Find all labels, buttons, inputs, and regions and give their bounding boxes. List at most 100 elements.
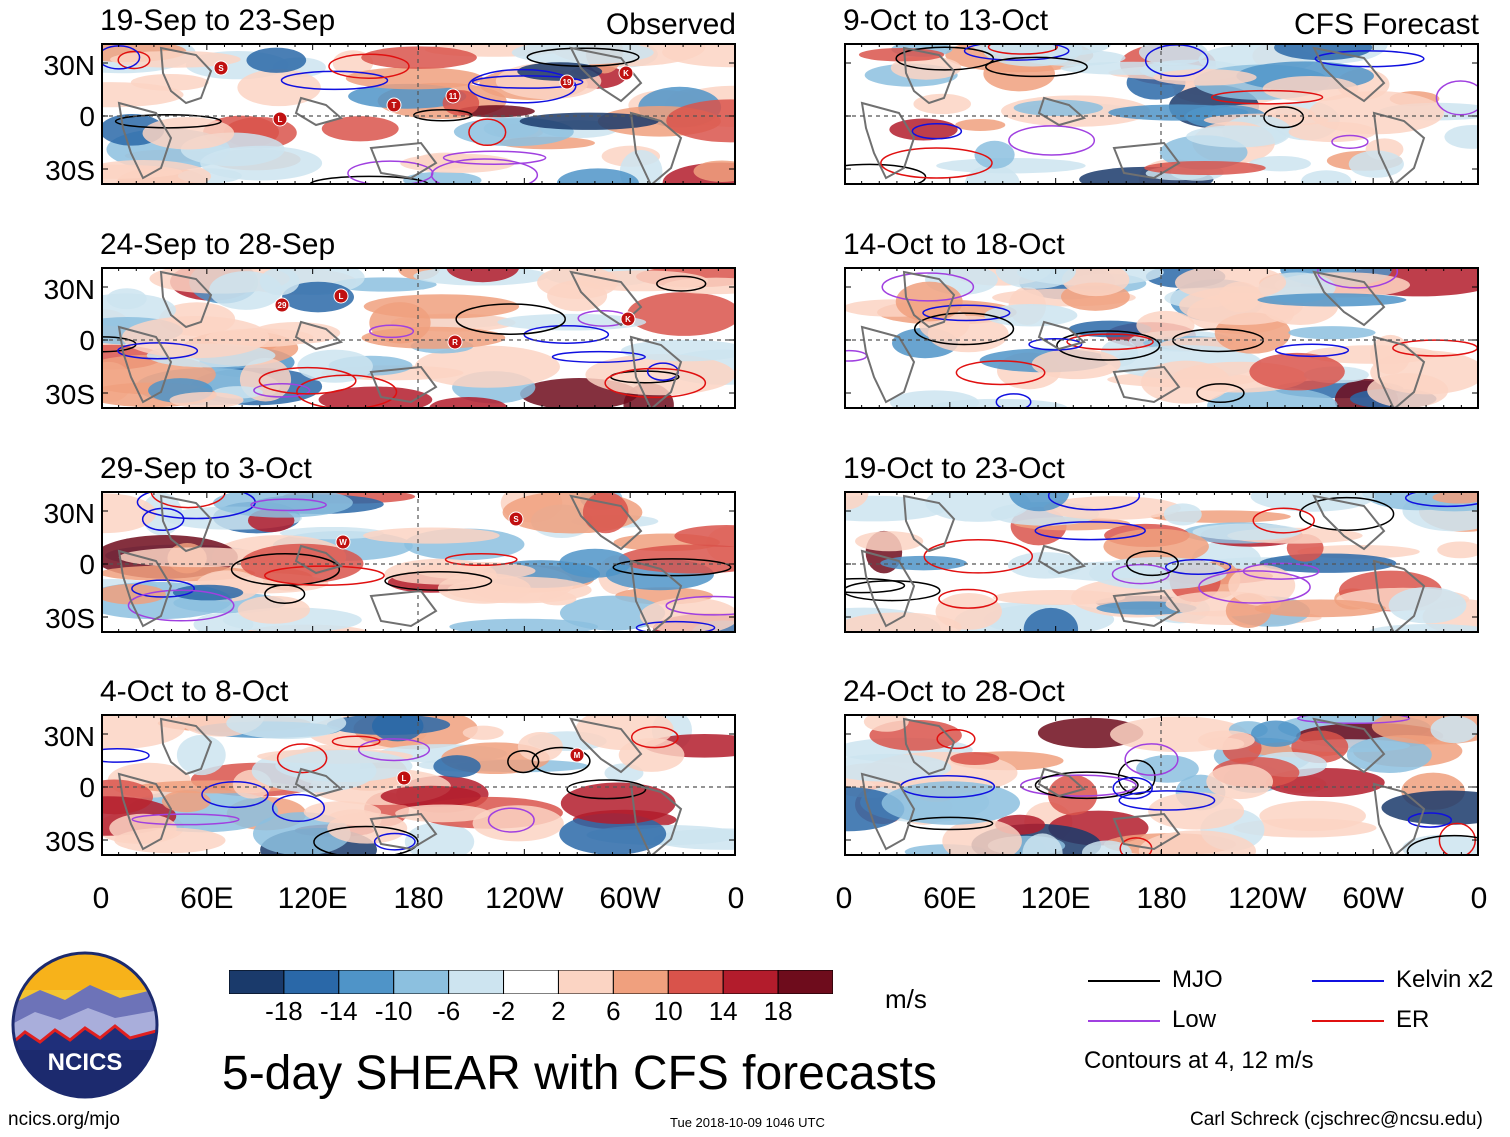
contour-line — [117, 50, 151, 70]
storm-label: S — [513, 515, 519, 524]
contour-line — [127, 589, 235, 622]
shear-cell — [122, 316, 270, 359]
shear-cell — [1031, 348, 1121, 380]
contour-line — [1252, 507, 1315, 534]
shear-cell — [1288, 121, 1377, 143]
shear-cell — [259, 267, 300, 296]
contour-line — [1047, 491, 1141, 511]
panel-frame — [101, 267, 736, 409]
shear-anomaly-field — [101, 714, 736, 856]
forecast-label: CFS Forecast — [1293, 8, 1479, 41]
site-url[interactable]: ncics.org/mjo — [8, 1109, 120, 1130]
coastline — [369, 365, 438, 404]
shear-cell — [246, 47, 307, 73]
shear-cell — [950, 752, 1000, 765]
coastlines — [860, 717, 1426, 856]
shear-cell — [437, 573, 531, 604]
shear-cell — [1009, 491, 1070, 512]
contour-line — [1124, 743, 1179, 776]
legend-label: ER — [1396, 1006, 1430, 1033]
shear-cell — [416, 561, 536, 580]
panel-title: 4-Oct to 8-Oct — [100, 675, 289, 708]
coastline — [1112, 141, 1181, 180]
shear-cell — [327, 812, 408, 844]
shear-cell — [348, 83, 467, 109]
shear-cell — [1136, 310, 1195, 340]
colorbar-tick-label: -6 — [437, 996, 461, 1026]
storm-label: 11 — [449, 92, 458, 101]
panel-frame — [101, 714, 736, 856]
legend-label: Kelvin x2 — [1396, 966, 1494, 993]
lon-tick-label: 60E — [923, 882, 977, 915]
contour-line — [913, 312, 1015, 346]
shear-cell — [275, 750, 413, 783]
colorbar-swatch — [393, 969, 450, 995]
contour-line — [844, 577, 906, 594]
panel-title: 19-Oct to 23-Oct — [843, 452, 1065, 485]
contour-line — [1117, 759, 1156, 795]
shear-map-panel: 29 R K L — [101, 267, 736, 409]
lon-tick-label: 180 — [1136, 882, 1187, 915]
shear-cell — [890, 56, 962, 80]
shear-cell — [1437, 541, 1479, 559]
contour-line — [117, 342, 199, 360]
shear-cell — [361, 46, 477, 69]
coastline — [860, 772, 916, 851]
panel-frame — [101, 43, 736, 185]
coastline — [369, 589, 438, 628]
shear-map-panel — [844, 491, 1479, 633]
colorbar-swatch — [503, 969, 559, 995]
contour-line — [566, 779, 647, 800]
contour-line — [635, 620, 716, 633]
shear-cell — [380, 785, 481, 807]
shear-cell — [674, 525, 736, 548]
shear-cell — [1262, 75, 1359, 102]
coastline — [1372, 335, 1426, 409]
lat-tick-label: 0 — [79, 101, 95, 132]
contour-line — [258, 366, 357, 395]
lat-tick-label: 30S — [45, 379, 95, 410]
panel-frame — [844, 43, 1479, 185]
storm-label: L — [278, 115, 283, 124]
shear-cell — [955, 118, 1006, 131]
lat-tick-label: 30S — [45, 155, 95, 186]
shear-anomaly-field — [858, 43, 1479, 185]
contour-line — [264, 584, 306, 604]
coastlines — [117, 494, 683, 633]
contour-line — [907, 816, 994, 831]
panel-title: 24-Oct to 28-Oct — [843, 675, 1065, 708]
contour-line — [1299, 496, 1395, 531]
shear-cell — [1274, 43, 1373, 61]
coastline — [1037, 96, 1087, 127]
contour-line — [923, 539, 1034, 574]
coastlines — [117, 46, 683, 185]
contour-line — [1164, 558, 1232, 576]
shear-cell — [556, 168, 639, 185]
coastline — [1037, 544, 1087, 575]
lon-tick-label: 0 — [727, 882, 745, 915]
shear-cell — [1013, 99, 1103, 116]
coastline — [629, 111, 683, 185]
shear-cell — [964, 164, 1020, 185]
shear-cell — [929, 398, 1068, 409]
shear-cell — [1136, 755, 1199, 783]
coastline — [902, 717, 956, 776]
lat-tick-label: 30N — [43, 721, 95, 752]
storm-label: K — [625, 315, 631, 324]
coastline — [369, 812, 438, 851]
storm-marker: S — [508, 511, 524, 527]
colorbar-tick-label: -14 — [320, 996, 358, 1026]
shear-cell — [1186, 125, 1287, 148]
storm-label: 29 — [278, 301, 287, 310]
shear-cell — [429, 396, 508, 409]
contour-line — [430, 158, 539, 185]
contour-line — [1034, 521, 1146, 541]
lon-tick-label: 120E — [1020, 882, 1091, 915]
storm-markers: 29 R K L — [274, 288, 636, 350]
contour-line — [531, 746, 591, 776]
contour-line — [1316, 267, 1399, 289]
shear-cell — [282, 281, 354, 313]
shear-cell — [560, 782, 676, 825]
contour-line — [373, 832, 416, 851]
shear-cell — [844, 495, 946, 522]
